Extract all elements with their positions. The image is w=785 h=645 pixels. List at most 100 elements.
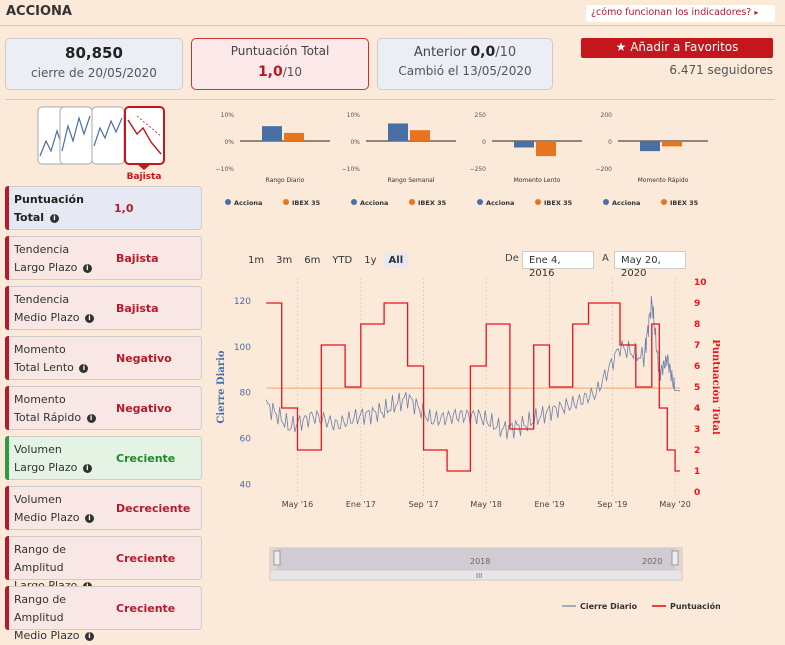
indicator-value: Creciente (116, 552, 176, 565)
y-tick-label: 10% (347, 112, 361, 119)
legend-label: IBEX 35 (292, 199, 321, 207)
previous-value: 0,0 (470, 44, 496, 60)
indicator-value: 1,0 (114, 202, 134, 215)
score-max: /10 (282, 65, 303, 79)
how-indicators-link[interactable]: ¿cómo funcionan los indicadores? ▸ (586, 5, 775, 22)
trend-icon-3 (91, 106, 125, 165)
navigator-label: 2020 (642, 557, 662, 566)
indicator-row: Tendencia Largo Plazo i Bajista (5, 236, 202, 280)
indicator-status-bar (5, 236, 9, 280)
mini-chart: 250 0 −250 Momento Lento Acciona IBEX 35 (470, 112, 582, 207)
navigator-handle-left (273, 550, 281, 566)
trend-icon-bearish (124, 106, 165, 170)
y-tick-label: 0% (224, 139, 234, 146)
indicator-name: Tendencia Medio Plazo i (14, 291, 119, 327)
x-tick-label: May '18 (470, 500, 501, 509)
range-button-6m[interactable]: 6m (304, 255, 321, 266)
add-favorites-button[interactable]: ★ Añadir a Favoritos (581, 38, 773, 58)
bar-acciona (514, 141, 534, 148)
legend-label: Acciona (234, 199, 262, 207)
info-icon[interactable]: i (49, 213, 59, 223)
y-tick-label: 40 (240, 481, 252, 491)
legend-label: Acciona (486, 199, 514, 207)
x-tick-label: Ene '19 (534, 500, 564, 509)
indicator-row: Volumen Largo Plazo i Creciente (5, 436, 202, 480)
indicator-row: Momento Total Lento i Negativo (5, 336, 202, 380)
bar-ibex (536, 141, 556, 157)
bar-ibex (410, 130, 430, 141)
y-tick-label: −200 (596, 166, 613, 173)
y2-tick-label: 5 (694, 383, 700, 393)
series-cierre-diario (265, 296, 681, 440)
indicator-name: Volumen Medio Plazo i (14, 491, 119, 527)
indicator-name: Momento Total Lento i (14, 341, 119, 377)
score-card: Puntuación Total 1,0/10 (191, 38, 369, 90)
y2-axis-title: Puntuación Total (710, 339, 720, 435)
range-button-all[interactable]: All (383, 253, 409, 268)
from-label: De (505, 253, 519, 264)
x-tick-label: Momento Lento (514, 177, 561, 184)
y2-tick-label: 8 (694, 320, 700, 330)
indicator-value: Negativo (116, 402, 172, 415)
y-tick-label: −10% (342, 166, 361, 173)
info-icon[interactable]: i (86, 413, 96, 423)
y-axis-title: Cierre Diario (216, 350, 227, 424)
indicator-status-bar (5, 586, 9, 630)
range-button-ytd[interactable]: YTD (332, 255, 353, 266)
previous-score-card: Anterior 0,0/10 Cambió el 13/05/2020 (377, 38, 553, 90)
info-icon[interactable]: i (82, 463, 92, 473)
mini-chart: 10% 0% −10% Rango Semanal Acciona IBEX 35 (342, 112, 456, 207)
indicator-status-bar (5, 436, 9, 480)
y-tick-label: 0% (350, 139, 360, 146)
navigator-window (277, 548, 675, 570)
indicator-row: Puntuación Total i 1,0 (5, 186, 202, 230)
info-icon[interactable]: i (79, 363, 89, 373)
navigator-handle-right (671, 550, 679, 566)
indicator-status-bar (5, 336, 9, 380)
legend-dot (661, 199, 667, 205)
legend-dot (351, 199, 357, 205)
indicator-value: Creciente (116, 602, 176, 615)
indicator-row: Rango de Amplitud Medio Plazo i Creciente (5, 586, 202, 642)
range-button-1y[interactable]: 1y (364, 255, 377, 266)
legend-label-score: Puntuación (670, 601, 720, 611)
trend-icons: Bajista (37, 106, 165, 182)
x-tick-label: Sep '19 (597, 500, 627, 509)
range-button-1m[interactable]: 1m (248, 255, 265, 266)
x-tick-label: May '16 (282, 500, 313, 509)
legend-dot (535, 199, 541, 205)
bar-acciona (640, 141, 660, 152)
indicator-name: Volumen Largo Plazo i (14, 441, 119, 477)
page-title: ACCIONA (6, 4, 72, 19)
y2-tick-label: 4 (694, 404, 700, 414)
series-puntuacion (266, 302, 680, 472)
from-date-input[interactable]: Ene 4, 2016 (522, 251, 594, 279)
indicator-row: Tendencia Medio Plazo i Bajista (5, 286, 202, 330)
y-tick-label: 80 (240, 389, 252, 399)
indicator-status-bar (5, 186, 9, 230)
indicator-row: Volumen Medio Plazo i Decreciente (5, 486, 202, 530)
legend-dot (283, 199, 289, 205)
y-tick-label: 200 (601, 112, 613, 119)
plot-area (267, 278, 680, 496)
legend-label: IBEX 35 (418, 199, 447, 207)
y-tick-label: 120 (234, 297, 251, 307)
to-date-input[interactable]: May 20, 2020 (614, 251, 686, 279)
price-score-chart: May '16 Ene '17 Sep '17 May '18 Ene '19 Sep '… (216, 278, 720, 611)
range-button-3m[interactable]: 3m (276, 255, 293, 266)
info-icon[interactable]: i (82, 263, 92, 273)
chevron-right-icon: ▸ (754, 8, 759, 17)
legend-dot (225, 199, 231, 205)
y2-tick-label: 0 (694, 488, 700, 498)
trend-badge: Bajista (127, 172, 162, 182)
y-tick-label: 0 (482, 139, 486, 146)
mini-chart: 10% 0% −10% Rango Diario Acciona IBEX 35 (216, 112, 330, 207)
info-icon[interactable]: i (84, 313, 94, 323)
info-icon[interactable]: i (84, 513, 94, 523)
to-label: A (602, 253, 609, 264)
indicator-value: Decreciente (116, 502, 191, 515)
indicator-name: Rango de Amplitud Medio Plazo i (14, 591, 119, 645)
y-tick-label: 100 (234, 343, 251, 353)
indicator-status-bar (5, 486, 9, 530)
